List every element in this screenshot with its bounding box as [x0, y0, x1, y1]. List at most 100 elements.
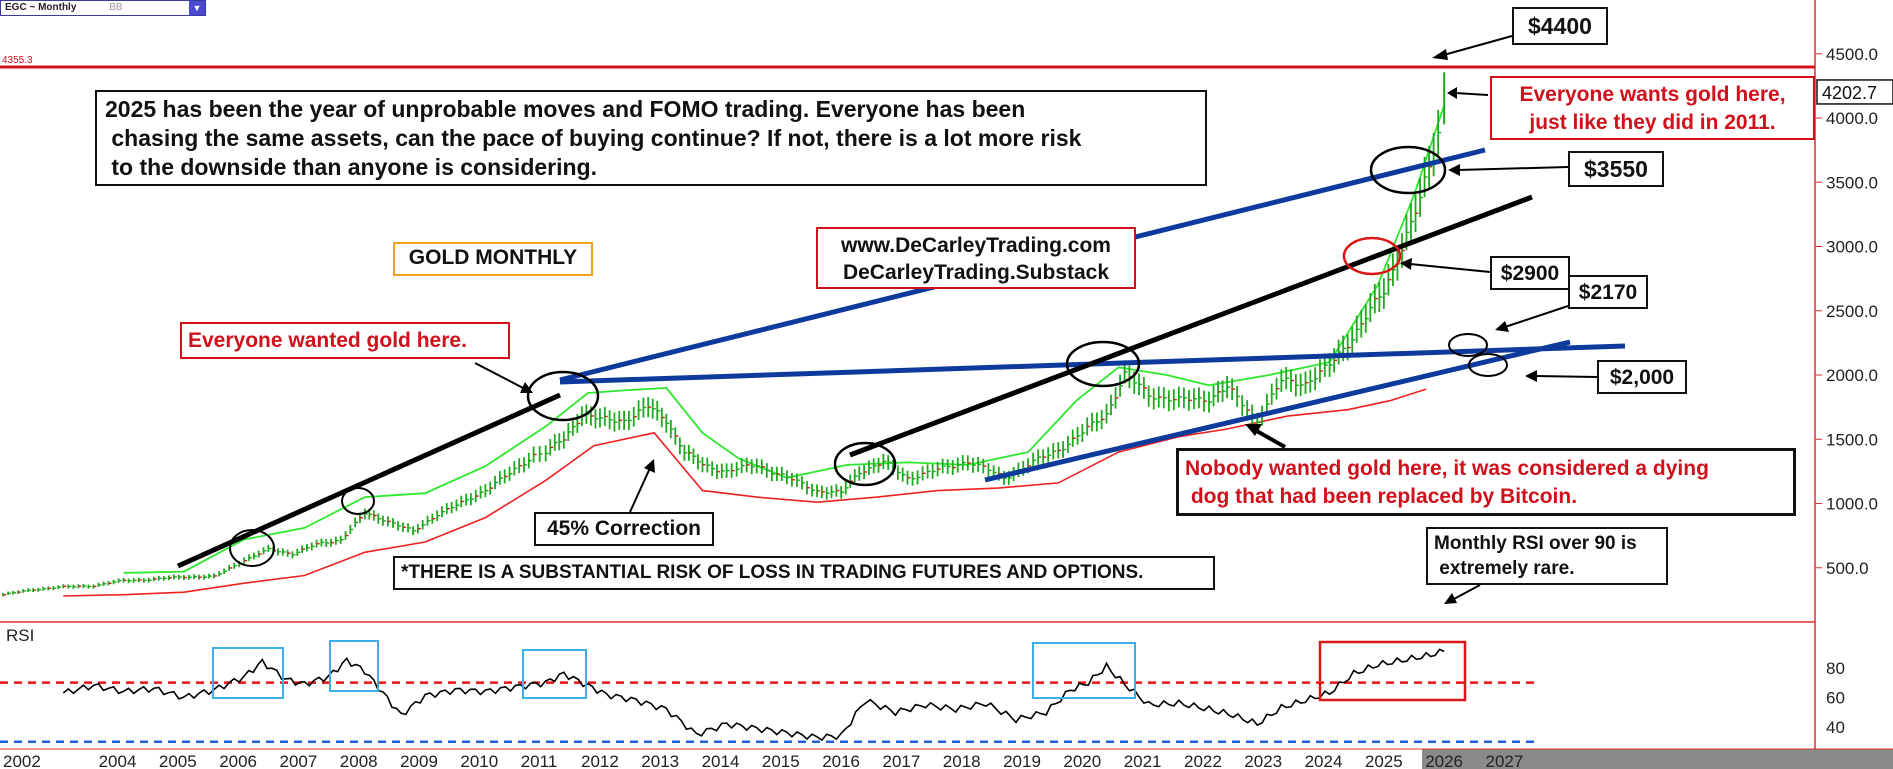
- price-tag-2000: $2,000: [1597, 360, 1687, 394]
- arrow-correction-head: [644, 459, 655, 473]
- year-tick-label: 2005: [159, 752, 197, 769]
- rsi-layer: [0, 648, 1535, 744]
- price-tick-label: 2500.0: [1826, 302, 1878, 321]
- circle-2011: [526, 370, 600, 422]
- arrow-4400-head: [1432, 49, 1448, 60]
- price-tag-4400: $4400: [1512, 7, 1608, 45]
- circle-2006: [229, 529, 275, 567]
- price-tick-label: 3000.0: [1826, 238, 1878, 257]
- rsi-tick-label: 40: [1826, 718, 1845, 737]
- arrow-rsi-note-head: [1444, 593, 1457, 604]
- circle-2000-zone: [1468, 353, 1508, 377]
- rsi-highlight-boxes: [212, 640, 1467, 702]
- website-annotation: www.DeCarleyTrading.com DeCarleyTrading.…: [816, 227, 1136, 289]
- lower-band-line: [63, 388, 1427, 597]
- rsi-box-2020: [1032, 642, 1136, 699]
- arrow-everyone-wants-head: [1447, 87, 1457, 99]
- arrow-everyone-wanted-head: [520, 382, 533, 393]
- website-line-2: DeCarleyTrading.Substack: [842, 261, 1110, 284]
- last-price-box: [1816, 79, 1893, 105]
- year-tick-label: 2015: [762, 752, 800, 769]
- arrow-4400: [1439, 35, 1513, 57]
- price-tick-label: 2000.0: [1826, 366, 1878, 385]
- rsi-tick-label: 80: [1826, 659, 1845, 678]
- year-tick-label: 2008: [340, 752, 378, 769]
- year-tick-label: 2004: [99, 752, 137, 769]
- arrows: [474, 35, 1598, 604]
- year-tick-label: 2014: [702, 752, 740, 769]
- axis-labels: 4500.0 4000.0 3500.0 3000.0 2500.0 2000.0 1500…: [2, 45, 1893, 769]
- gold-monthly-label: GOLD MONTHLY: [393, 242, 593, 276]
- highlight-circles: [229, 145, 1508, 567]
- year-tick-label: 2026: [1425, 752, 1463, 769]
- circle-2020: [1065, 340, 1141, 388]
- arrow-nobody-head: [1245, 424, 1262, 436]
- nobody-wanted-annotation: Nobody wanted gold here, it was consider…: [1176, 448, 1796, 516]
- time-axis-strip: [0, 749, 1893, 769]
- year-tick-label: 2002: [3, 752, 41, 769]
- circle-2025: [1369, 145, 1447, 195]
- price-tick-label: 500.0: [1826, 559, 1869, 578]
- rsi-title: RSI: [6, 626, 34, 645]
- blue-lower-trendline: [984, 339, 1571, 483]
- price-tag-2170: $2170: [1568, 275, 1648, 309]
- symbol-tag: BB: [109, 2, 123, 13]
- everyone-wants-line-1: Everyone wants gold here,: [1519, 83, 1786, 106]
- arrow-3550-head: [1448, 164, 1460, 176]
- arrow-2170: [1504, 305, 1569, 328]
- rsi-box-2025: [1318, 640, 1467, 702]
- year-tick-label: 2011: [521, 752, 558, 769]
- year-tick-label: 2019: [1003, 752, 1041, 769]
- future-period-shade: [1422, 749, 1893, 769]
- year-tick-label: 2006: [219, 752, 257, 769]
- year-tick-label: 2018: [943, 752, 981, 769]
- symbol-name: EGC ~ Monthly: [5, 2, 77, 13]
- rsi-tick-label: 60: [1826, 688, 1845, 707]
- circle-2016: [833, 441, 897, 487]
- year-tick-label: 2012: [581, 752, 619, 769]
- circle-2024-red: [1342, 236, 1402, 276]
- dropdown-arrow-icon[interactable]: ▼: [189, 1, 205, 15]
- price-tick-label: 4000.0: [1826, 109, 1878, 128]
- price-layer: [2, 72, 1446, 597]
- year-tick-label: 2025: [1365, 752, 1403, 769]
- rsi-note-annotation: Monthly RSI over 90 is extremely rare.: [1426, 527, 1668, 585]
- year-tick-label: 2013: [641, 752, 679, 769]
- everyone-wanted-annotation: Everyone wanted gold here.: [180, 322, 510, 359]
- price-tag-2900: $2900: [1490, 256, 1570, 290]
- price-tag-3550: $3550: [1568, 151, 1664, 187]
- arrow-everyone-wants: [1454, 92, 1489, 96]
- arrow-correction: [629, 467, 651, 513]
- arrow-nobody: [1254, 428, 1286, 449]
- black-trendline-2004-2011: [176, 392, 562, 569]
- black-trendline-2016-2025: [849, 194, 1533, 458]
- arrow-2000: [1534, 375, 1598, 378]
- rsi-box-2006: [212, 647, 284, 699]
- year-tick-label: 2024: [1305, 752, 1343, 769]
- price-tick-label: 4500.0: [1826, 45, 1878, 64]
- price-tick-label: 1000.0: [1826, 495, 1878, 514]
- arrow-rsi-note: [1451, 584, 1481, 601]
- last-price-label: 4202.7: [1822, 83, 1877, 103]
- year-tick-label: 2020: [1063, 752, 1101, 769]
- everyone-wants-line-2: just like they did in 2011.: [1529, 111, 1776, 134]
- arrow-3550: [1457, 166, 1569, 171]
- arrow-everyone-wanted: [474, 362, 526, 390]
- year-tick-label: 2027: [1486, 752, 1524, 769]
- arrow-2900-head: [1400, 258, 1412, 270]
- website-line-1: www.DeCarleyTrading.com: [841, 234, 1111, 257]
- circle-2170-zone: [1448, 333, 1488, 357]
- arrow-2170-head: [1495, 321, 1509, 332]
- year-tick-label: 2010: [460, 752, 498, 769]
- year-tick-label: 2023: [1244, 752, 1282, 769]
- symbol-selector[interactable]: EGC ~ Monthly BB ▼: [0, 0, 206, 16]
- year-tick-label: 2016: [822, 752, 860, 769]
- year-tick-label: 2007: [280, 752, 318, 769]
- rsi-line: [62, 648, 1445, 742]
- price-tick-label: 3500.0: [1826, 173, 1878, 192]
- resistance-label: 4355.3: [2, 55, 33, 66]
- correction-annotation: 45% Correction: [534, 512, 714, 546]
- intro-annotation: 2025 has been the year of unprobable mov…: [95, 90, 1207, 186]
- price-tick-label: 1500.0: [1826, 430, 1878, 449]
- arrow-2900: [1409, 263, 1491, 273]
